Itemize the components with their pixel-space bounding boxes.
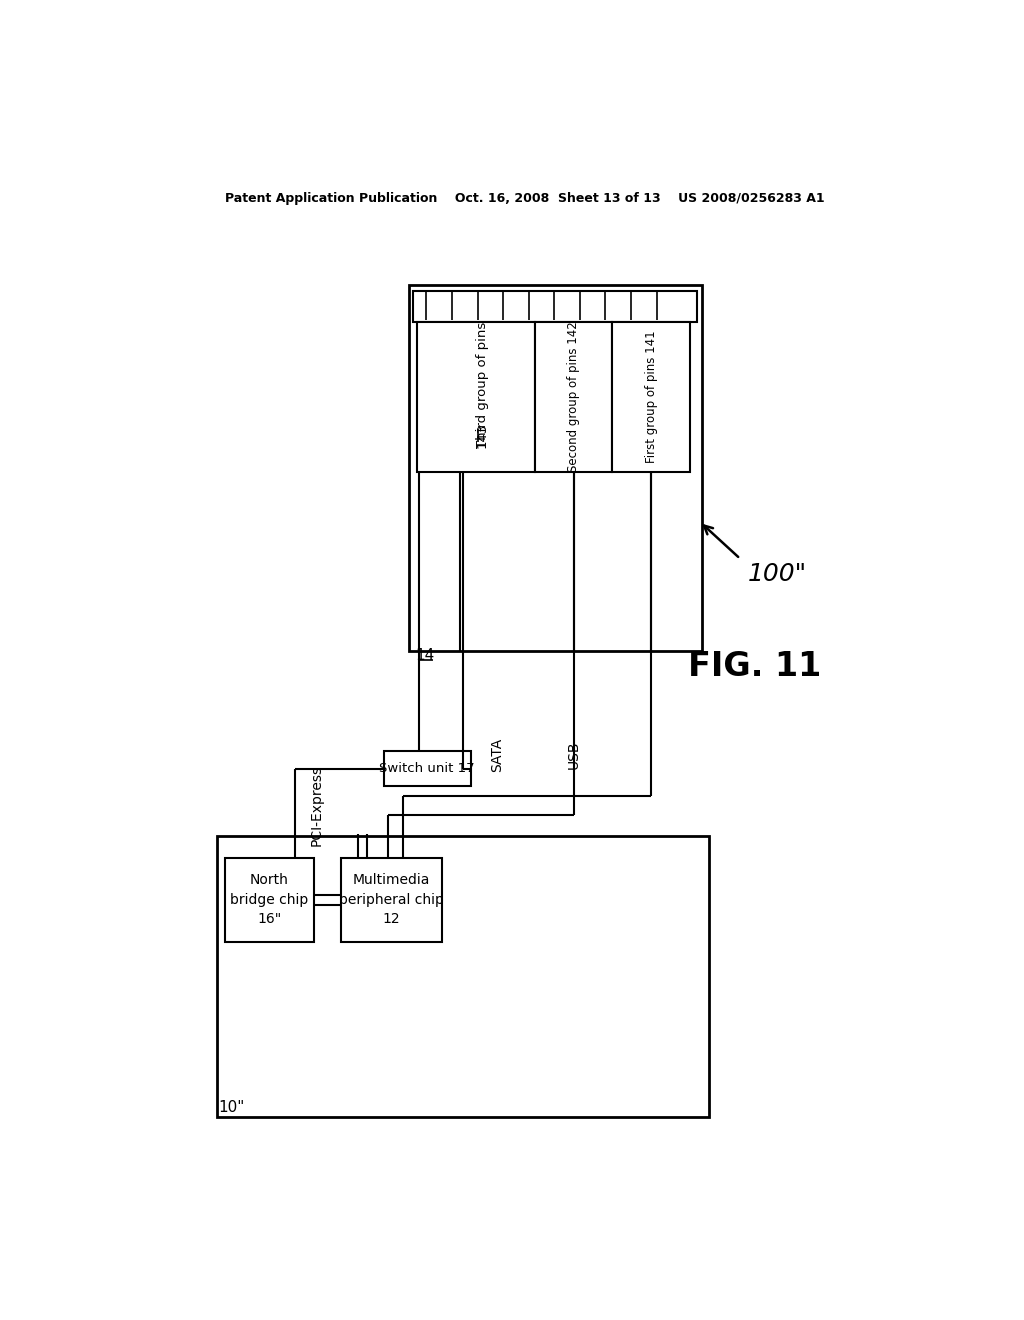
Text: 100": 100": [748, 562, 807, 586]
Bar: [612, 322, 690, 471]
Text: Patent Application Publication    Oct. 16, 2008  Sheet 13 of 13    US 2008/02562: Patent Application Publication Oct. 16, …: [225, 191, 824, 205]
Text: First group of pins 141: First group of pins 141: [645, 330, 657, 463]
Text: FIG. 11: FIG. 11: [687, 651, 821, 684]
Text: 14: 14: [415, 648, 434, 663]
Text: North
bridge chip
16": North bridge chip 16": [230, 874, 308, 927]
Bar: [417, 296, 693, 317]
Text: USB: USB: [566, 741, 581, 770]
Bar: [217, 836, 710, 1117]
Text: PCI-Express: PCI-Express: [309, 764, 324, 846]
Text: 143: 143: [476, 422, 488, 447]
Text: Multimedia
peripheral chip
12: Multimedia peripheral chip 12: [339, 874, 444, 927]
Bar: [417, 322, 535, 471]
Bar: [414, 290, 697, 322]
Bar: [535, 322, 612, 471]
Bar: [384, 751, 471, 785]
Text: Second group of pins 142: Second group of pins 142: [567, 321, 581, 473]
Text: Third group of pins: Third group of pins: [476, 322, 488, 449]
Bar: [225, 858, 314, 942]
Bar: [341, 858, 442, 942]
Text: SATA: SATA: [489, 738, 504, 772]
Text: 10": 10": [218, 1101, 245, 1115]
Text: Switch unit 17: Switch unit 17: [379, 762, 475, 775]
Bar: [409, 285, 701, 651]
